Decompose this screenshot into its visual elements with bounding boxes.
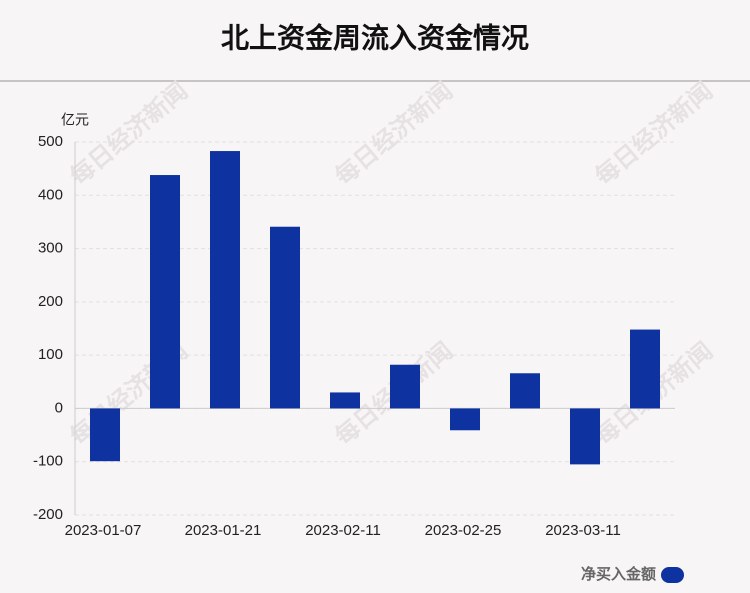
y-tick-label: 400 [38, 186, 63, 203]
x-tick-label: 2023-02-11 [305, 522, 381, 539]
bar [330, 392, 360, 409]
bar [270, 226, 300, 409]
bar [150, 175, 180, 409]
y-tick-label: 500 [38, 133, 63, 150]
y-tick-label: 0 [55, 399, 63, 416]
bar [510, 373, 540, 409]
y-tick-label: -100 [33, 453, 63, 470]
bar [210, 151, 240, 409]
chart-title: 北上资金周流入资金情况 [221, 21, 529, 53]
x-tick-label: 2023-02-25 [425, 522, 502, 539]
legend-swatch [661, 567, 684, 583]
x-tick-label: 2023-01-21 [185, 522, 262, 539]
x-tick-label: 2023-01-07 [65, 522, 142, 539]
bar [390, 364, 420, 409]
bar [630, 329, 660, 409]
legend-label: 净买入金额 [581, 565, 656, 583]
y-tick-label: -200 [33, 506, 63, 523]
x-tick-label: 2023-03-11 [545, 522, 621, 539]
bar [90, 408, 120, 462]
bar [450, 408, 480, 431]
y-tick-label: 300 [38, 240, 63, 257]
y-tick-label: 200 [38, 293, 63, 310]
y-axis-label: 亿元 [61, 112, 89, 128]
bar [570, 408, 600, 465]
y-tick-label: 100 [38, 346, 63, 363]
